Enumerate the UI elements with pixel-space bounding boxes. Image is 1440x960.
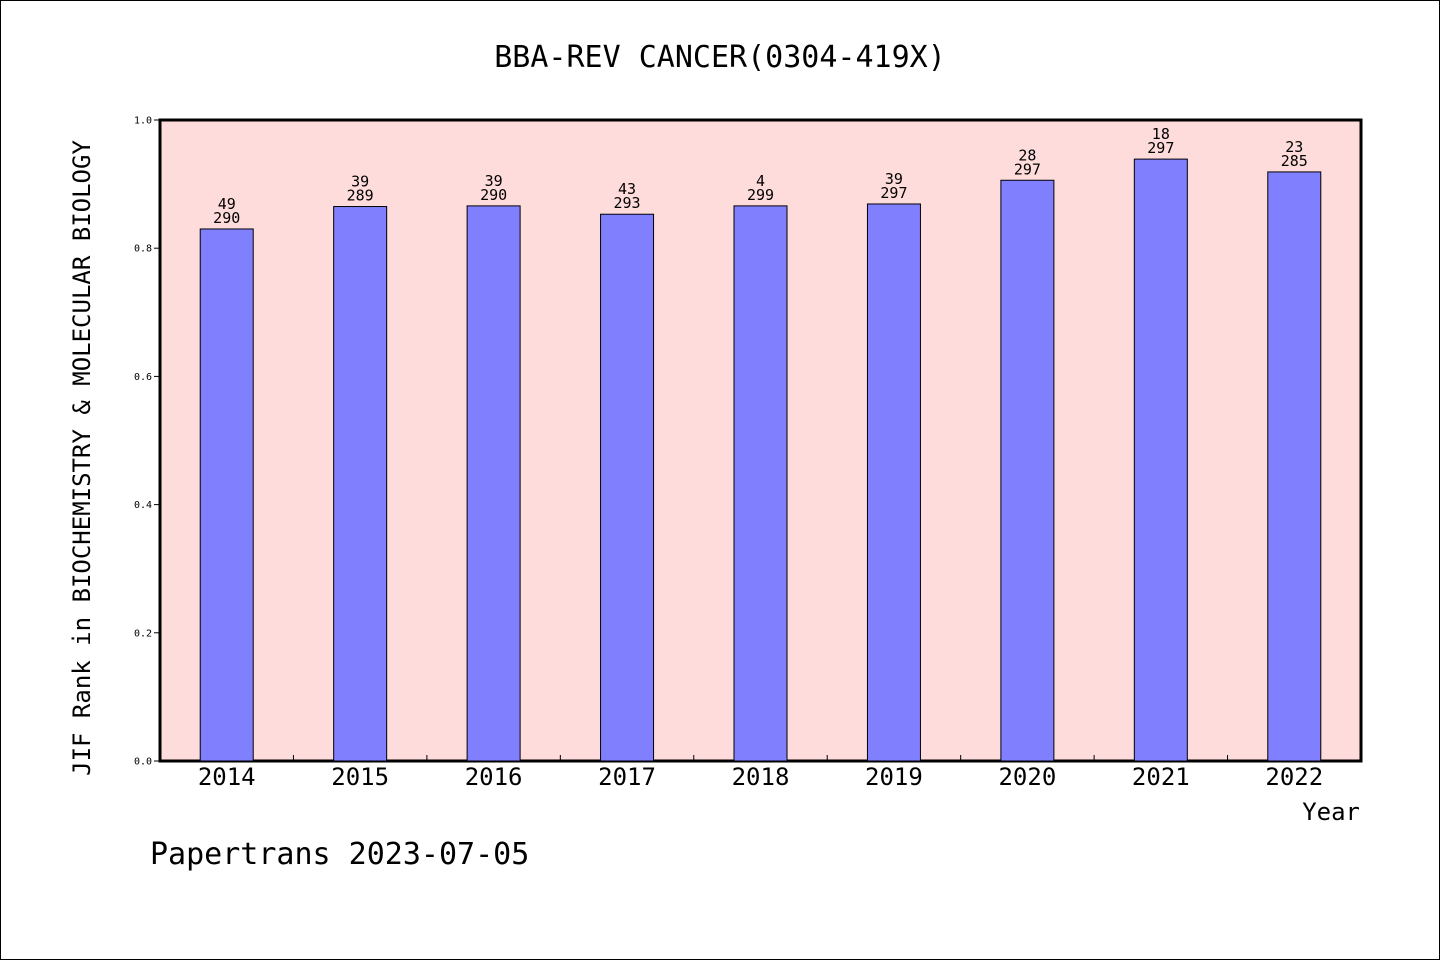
bar-rank-label: 23 <box>1285 138 1303 156</box>
bar-2017 <box>600 213 655 762</box>
bar-total-label: 290 <box>480 186 507 204</box>
bar-total-label: 290 <box>213 209 240 227</box>
bar-2022 <box>1267 171 1322 762</box>
x-tick-label: 2021 <box>1132 763 1190 791</box>
bar-total-label: 297 <box>1014 160 1041 178</box>
bar-rank-label: 4 <box>756 172 765 190</box>
chart-title: BBA-REV CANCER(0304-419X) <box>494 40 946 75</box>
x-axis-label: Year <box>1302 798 1360 826</box>
bar-2019 <box>866 203 921 762</box>
footer-text: Papertrans 2023-07-05 <box>150 837 529 872</box>
bar-rank-label: 39 <box>485 172 503 190</box>
bar-rank-label: 39 <box>351 173 369 191</box>
bar-rank-label: 49 <box>218 195 236 213</box>
bar-total-label: 285 <box>1281 152 1308 170</box>
bar-2015 <box>333 206 388 762</box>
bar-total-label: 293 <box>614 194 641 212</box>
bar-2016 <box>466 205 521 762</box>
bar-rank-label: 43 <box>618 180 636 198</box>
x-tick-label: 2016 <box>465 763 523 791</box>
x-tick-label: 2014 <box>198 763 256 791</box>
bar-2014 <box>199 228 254 762</box>
y-tick-label: 0.2 <box>134 628 152 639</box>
bar-total-label: 289 <box>347 187 374 205</box>
bar-2018 <box>733 205 788 762</box>
x-axis: 2014 2015 2016 2017 2018 2019 2020 2021 2022 <box>198 755 1323 791</box>
bar-total-label: 297 <box>1147 139 1174 157</box>
bar-rank-label: 28 <box>1018 146 1036 164</box>
y-tick-label: 0.0 <box>134 757 152 768</box>
x-tick-label: 2018 <box>732 763 790 791</box>
bar-rank-label: 18 <box>1152 125 1170 143</box>
bar-total-label: 297 <box>880 184 907 202</box>
y-tick-label: 1.0 <box>134 116 152 127</box>
x-tick-label: 2019 <box>865 763 923 791</box>
bar-rank-label: 39 <box>885 170 903 188</box>
y-axis-label: JIF Rank in BIOCHEMISTRY & MOLECULAR BIO… <box>68 140 96 776</box>
y-tick-label: 0.6 <box>134 372 152 383</box>
bar-total-label: 299 <box>747 186 774 204</box>
y-axis: 0.0 0.2 0.4 0.6 0.8 1.0 <box>134 116 160 768</box>
bars-group <box>199 158 1322 762</box>
y-tick-label: 0.4 <box>134 500 152 511</box>
y-tick-label: 0.8 <box>134 244 152 255</box>
bar-2020 <box>1000 179 1055 762</box>
x-tick-label: 2015 <box>331 763 389 791</box>
x-tick-label: 2020 <box>998 763 1056 791</box>
bar-2021 <box>1133 158 1188 762</box>
x-tick-label: 2017 <box>598 763 656 791</box>
x-tick-label: 2022 <box>1265 763 1323 791</box>
